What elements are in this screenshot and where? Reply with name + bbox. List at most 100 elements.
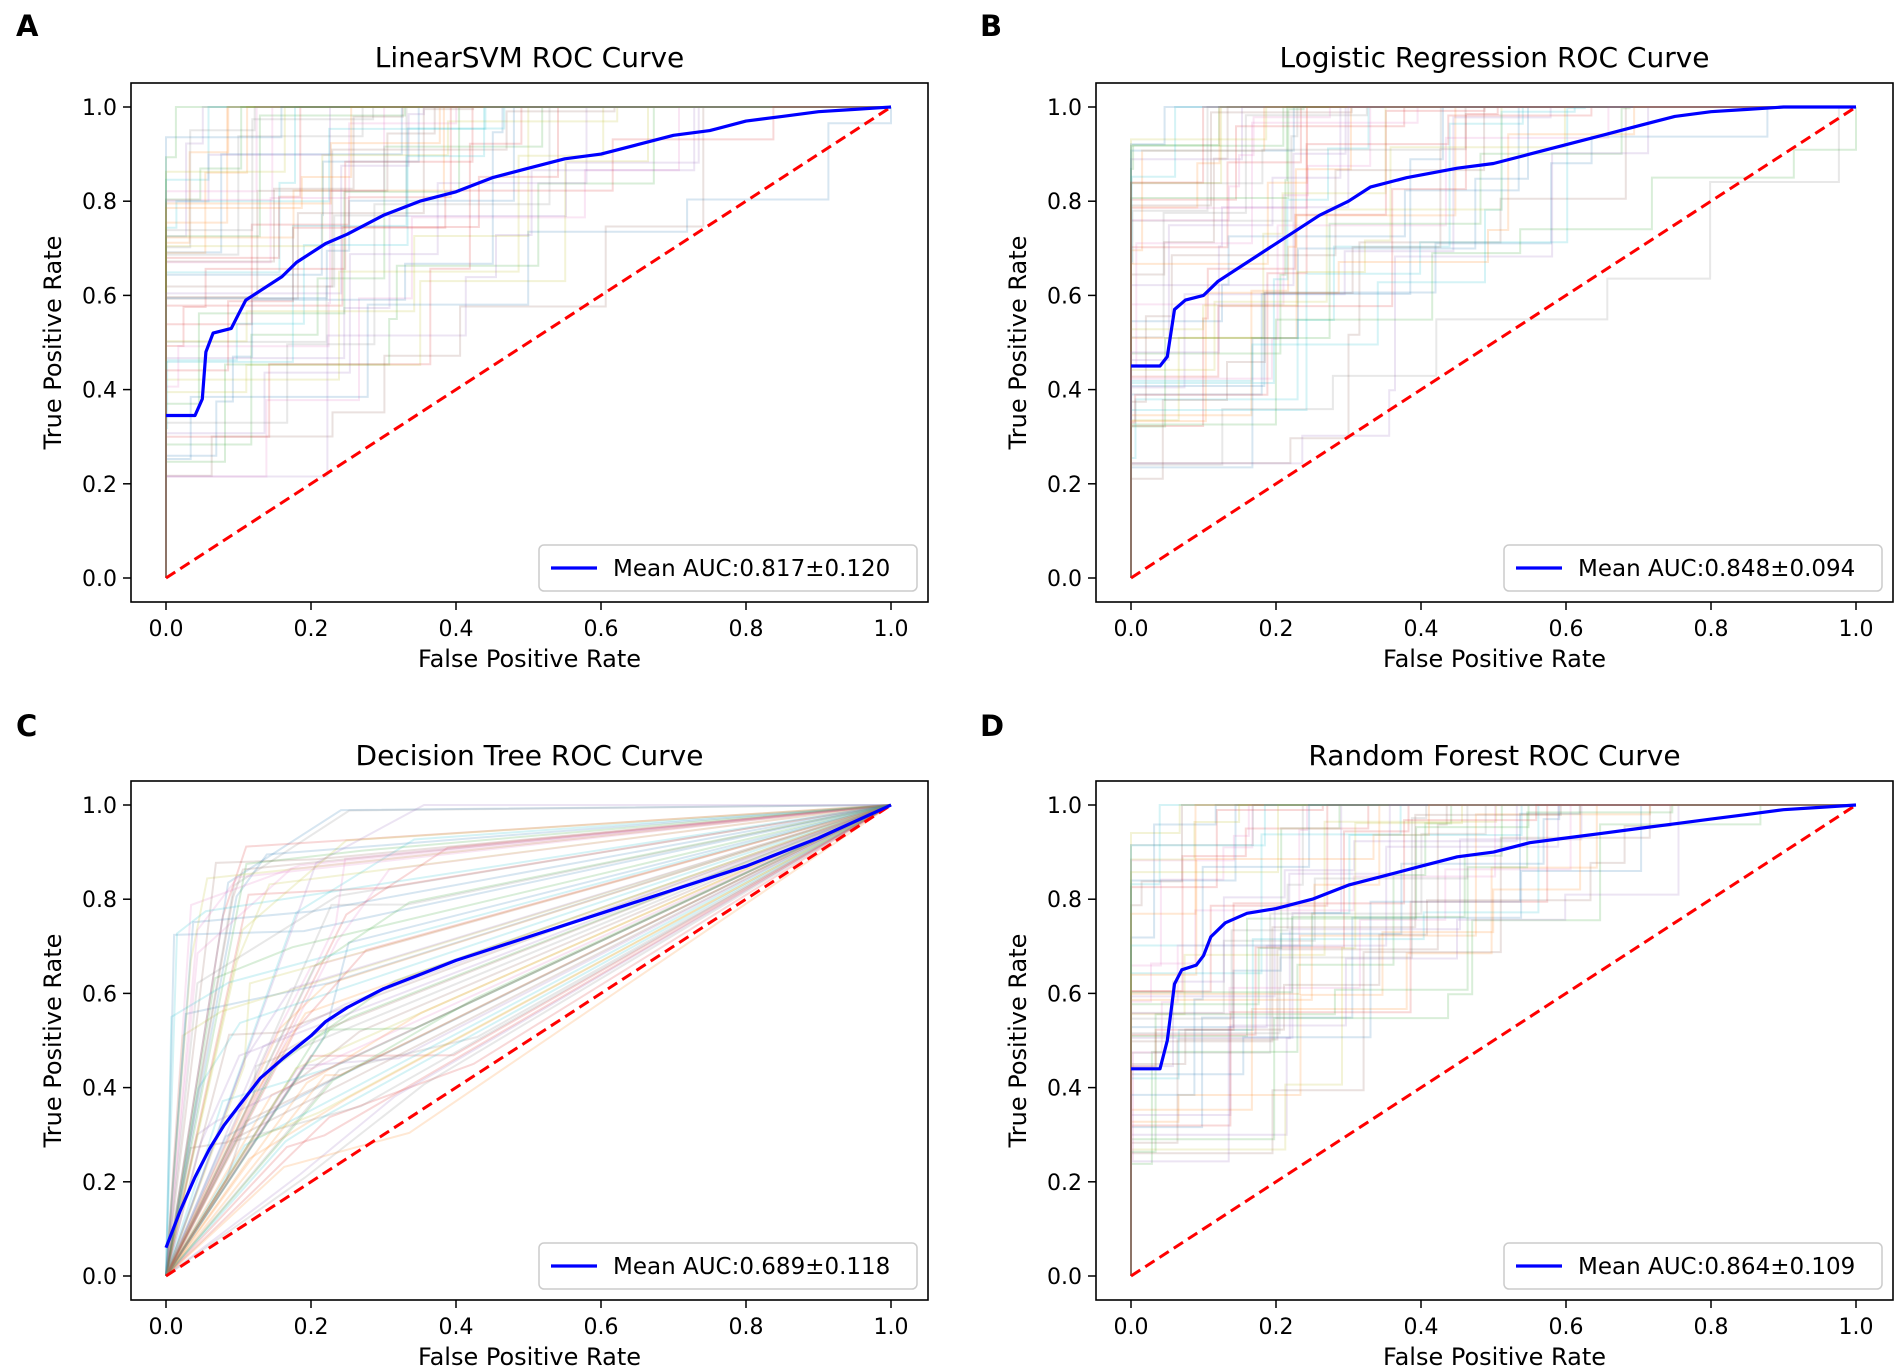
- roc-panel-a: A LinearSVM ROC Curve 0.0 0.2 0.4 0.6 0.8 1.0 0.…: [16, 9, 929, 673]
- fold-curve: [1130, 804, 1856, 1276]
- chance-line: [1130, 105, 1857, 580]
- fold-curve: [165, 106, 891, 578]
- fold-curve: [165, 106, 891, 578]
- fold-curve: [1130, 106, 1856, 578]
- fold-curve: [165, 106, 891, 578]
- fold-curve: [1130, 106, 1856, 578]
- fold-curve: [165, 106, 891, 578]
- fold-curve: [1130, 106, 1856, 578]
- fold-curve: [165, 804, 892, 1277]
- fold-curve: [165, 804, 892, 1277]
- fold-curve: [165, 804, 892, 1277]
- fold-curve: [1130, 804, 1856, 1276]
- fold-curve: [1130, 804, 1856, 1276]
- fold-curve: [165, 106, 891, 578]
- fold-curve: [165, 804, 892, 1277]
- y-tick-label: 0.2: [82, 473, 117, 498]
- fold-curve: [1130, 804, 1856, 1276]
- fold-curve: [1130, 106, 1856, 578]
- y-tick-label: 0.2: [82, 1171, 117, 1196]
- fold-curve: [165, 106, 891, 578]
- fold-curve: [165, 804, 891, 1277]
- y-tick-label: 0.0: [82, 1265, 117, 1290]
- fold-curve: [1130, 106, 1856, 578]
- fold-curve: [165, 804, 892, 1277]
- fold-curve: [165, 106, 891, 578]
- fold-curves: [165, 804, 892, 1277]
- fold-curve: [1130, 804, 1856, 1276]
- fold-curve: [1130, 804, 1856, 1276]
- fold-curve: [1130, 106, 1856, 578]
- fold-curve: [165, 804, 892, 1277]
- chance-line: [165, 105, 892, 580]
- fold-curve: [165, 106, 891, 578]
- fold-curve: [165, 106, 891, 578]
- fold-curve: [165, 106, 891, 578]
- fold-curve: [165, 804, 892, 1277]
- fold-curve: [165, 804, 892, 1277]
- fold-curve: [165, 106, 891, 578]
- x-axis-label: False Positive Rate: [418, 1343, 641, 1371]
- x-tick-label: 0.2: [294, 617, 329, 642]
- legend-box: [1503, 1242, 1883, 1290]
- y-tick-label: 0.8: [1047, 190, 1082, 215]
- fold-curve: [1130, 106, 1856, 578]
- x-tick-label: 0.2: [1259, 617, 1294, 642]
- fold-curve: [1130, 106, 1856, 578]
- legend: Mean AUC:0.864±0.109: [1503, 1242, 1883, 1290]
- fold-curve: [165, 804, 892, 1277]
- fold-curve: [165, 804, 892, 1277]
- x-tick-label: 0.6: [1549, 617, 1584, 642]
- fold-curve: [165, 106, 891, 578]
- fold-curve: [1130, 804, 1856, 1276]
- fold-curve: [1130, 804, 1856, 1276]
- fold-curve: [1130, 106, 1856, 578]
- fold-curve: [1130, 106, 1856, 578]
- fold-curve: [165, 106, 891, 578]
- fold-curve: [165, 804, 892, 1277]
- fold-curve: [165, 106, 891, 578]
- fold-curve: [1130, 106, 1856, 578]
- fold-curve: [165, 106, 891, 578]
- fold-curve: [1130, 804, 1856, 1276]
- fold-curve: [1130, 804, 1856, 1276]
- fold-curve: [165, 106, 891, 578]
- fold-curve: [165, 106, 891, 578]
- fold-curve: [1130, 106, 1856, 578]
- fold-curve: [165, 106, 891, 578]
- fold-curve: [1130, 106, 1856, 578]
- fold-curve: [165, 804, 892, 1277]
- fold-curve: [165, 804, 892, 1277]
- y-tick-label: 0.6: [1047, 982, 1082, 1007]
- fold-curve: [165, 804, 892, 1277]
- fold-curve: [1130, 804, 1856, 1276]
- legend: Mean AUC:0.689±0.118: [538, 1242, 918, 1290]
- mean-roc-line: [1131, 105, 1856, 368]
- mean-roc-line: [1131, 803, 1857, 1071]
- fold-curve: [1130, 804, 1856, 1276]
- fold-curve: [1130, 804, 1856, 1276]
- fold-curve: [1130, 804, 1856, 1276]
- axes-frame: [1095, 82, 1894, 603]
- fold-curve: [1130, 804, 1856, 1276]
- x-tick-label: 1.0: [1839, 617, 1874, 642]
- fold-curve: [1130, 106, 1856, 578]
- roc-panel-b: B Logistic Regression ROC Curve 0.0 0.2 0.4 0…: [980, 9, 1894, 673]
- fold-curve: [165, 804, 892, 1277]
- fold-curve: [1130, 106, 1856, 578]
- x-tick-label: 0.6: [584, 1315, 619, 1340]
- fold-curves: [1130, 106, 1857, 578]
- x-axis-label: False Positive Rate: [1383, 645, 1606, 673]
- fold-curve: [165, 804, 892, 1277]
- fold-curve: [165, 106, 891, 578]
- fold-curve: [1130, 106, 1856, 578]
- y-tick-label: 0.0: [1047, 1265, 1082, 1290]
- fold-curve: [165, 107, 892, 578]
- fold-curve: [1130, 804, 1856, 1276]
- fold-curve: [165, 804, 892, 1277]
- y-tick-label: 0.8: [82, 888, 117, 913]
- fold-curve: [165, 106, 891, 578]
- fold-curve: [1130, 106, 1856, 578]
- fold-curve: [1130, 106, 1856, 578]
- fold-curve: [1130, 106, 1856, 578]
